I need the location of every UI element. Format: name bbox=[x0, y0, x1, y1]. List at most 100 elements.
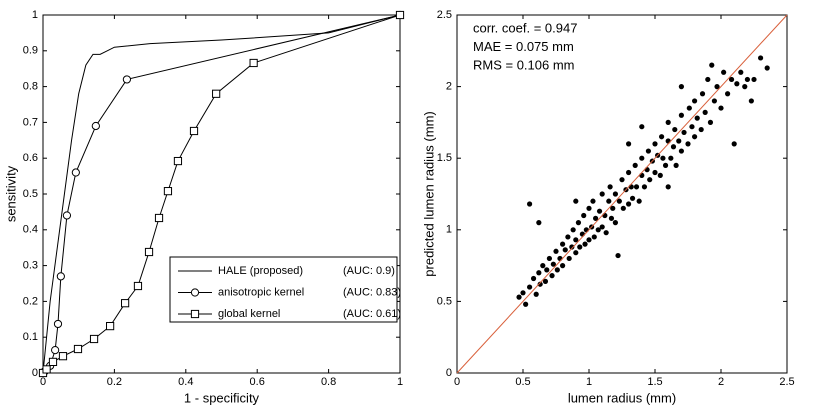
marker bbox=[121, 299, 130, 308]
point bbox=[652, 141, 658, 147]
point bbox=[639, 172, 645, 178]
y-tick-label: 2 bbox=[446, 81, 452, 93]
point bbox=[734, 81, 740, 87]
point bbox=[738, 69, 744, 75]
point bbox=[527, 284, 533, 290]
point bbox=[586, 237, 592, 243]
point bbox=[566, 255, 572, 262]
point bbox=[694, 115, 700, 121]
y-tick-label: 0.1 bbox=[23, 331, 38, 343]
point bbox=[628, 184, 634, 190]
marker bbox=[91, 121, 100, 131]
marker bbox=[73, 344, 83, 354]
point bbox=[591, 234, 597, 240]
point bbox=[692, 98, 698, 104]
point bbox=[536, 270, 542, 276]
marker bbox=[62, 211, 72, 220]
point bbox=[527, 201, 533, 207]
point bbox=[542, 278, 549, 284]
point bbox=[520, 290, 526, 296]
point bbox=[633, 184, 640, 190]
point bbox=[702, 109, 708, 115]
point bbox=[676, 138, 682, 144]
marker bbox=[53, 319, 63, 329]
y-tick-label: 1.5 bbox=[437, 152, 452, 164]
point bbox=[549, 273, 555, 279]
point bbox=[699, 91, 706, 97]
point bbox=[615, 252, 621, 259]
legend-label: global kernel bbox=[218, 308, 280, 320]
point bbox=[678, 148, 685, 154]
point bbox=[673, 162, 679, 168]
point bbox=[758, 55, 764, 61]
x-tick-label: 1.5 bbox=[647, 376, 662, 388]
x-tick-label: 1 bbox=[586, 376, 592, 388]
marker bbox=[71, 168, 80, 177]
point bbox=[583, 227, 589, 233]
x-tick-label: 0 bbox=[454, 376, 460, 388]
point bbox=[530, 275, 537, 282]
y-tick-label: 0.8 bbox=[23, 81, 38, 93]
point bbox=[573, 237, 579, 243]
point bbox=[632, 162, 638, 168]
x-tick-label: 0.4 bbox=[178, 376, 193, 388]
marker bbox=[133, 281, 143, 291]
point bbox=[581, 212, 587, 219]
point bbox=[565, 234, 571, 240]
annotation: MAE = 0.075 mm bbox=[473, 39, 574, 54]
point bbox=[751, 76, 757, 83]
legend-note: (AUC: 0.9) bbox=[343, 265, 395, 277]
point bbox=[692, 134, 698, 140]
point bbox=[698, 126, 704, 133]
x-axis-label: lumen radius (mm) bbox=[568, 390, 676, 405]
marker bbox=[89, 334, 99, 344]
point bbox=[728, 76, 735, 83]
point bbox=[599, 191, 605, 197]
y-tick-label: 0.5 bbox=[437, 295, 452, 307]
marker bbox=[42, 365, 51, 374]
point bbox=[639, 155, 645, 161]
point bbox=[516, 294, 522, 300]
y-tick-label: 1 bbox=[32, 9, 38, 21]
point bbox=[748, 98, 754, 104]
y-tick-label: 2.5 bbox=[437, 9, 452, 21]
point bbox=[731, 141, 737, 147]
marker bbox=[56, 272, 65, 281]
x-tick-label: 1 bbox=[397, 376, 403, 388]
legend-note: (AUC: 0.83) bbox=[343, 286, 401, 298]
marker bbox=[173, 156, 183, 166]
point bbox=[595, 227, 601, 233]
marker bbox=[58, 352, 68, 361]
marker bbox=[190, 288, 200, 297]
point bbox=[533, 291, 539, 297]
x-tick-label: 0.6 bbox=[250, 376, 265, 388]
point bbox=[744, 76, 751, 83]
point bbox=[639, 124, 645, 130]
point bbox=[599, 224, 605, 230]
point bbox=[573, 250, 579, 256]
point bbox=[647, 177, 653, 183]
point bbox=[689, 124, 695, 130]
point bbox=[608, 215, 615, 221]
y-axis-label: predicted lumen radius (mm) bbox=[421, 111, 436, 276]
point bbox=[714, 84, 720, 90]
point bbox=[575, 220, 582, 226]
annotation: corr. coef. = 0.947 bbox=[473, 20, 577, 35]
y-tick-label: 0.4 bbox=[23, 224, 38, 236]
marker bbox=[190, 309, 200, 319]
marker bbox=[212, 89, 221, 98]
point bbox=[668, 155, 674, 161]
marker bbox=[106, 322, 115, 331]
marker bbox=[249, 58, 258, 68]
point bbox=[607, 184, 613, 190]
point bbox=[579, 231, 586, 237]
y-tick-label: 0.7 bbox=[23, 116, 38, 128]
point bbox=[645, 148, 652, 154]
y-tick-label: 0.2 bbox=[23, 295, 38, 307]
series-line bbox=[42, 14, 401, 374]
y-axis-label: sensitivity bbox=[3, 165, 18, 222]
point bbox=[626, 169, 632, 176]
point bbox=[586, 205, 592, 211]
point bbox=[641, 184, 648, 190]
